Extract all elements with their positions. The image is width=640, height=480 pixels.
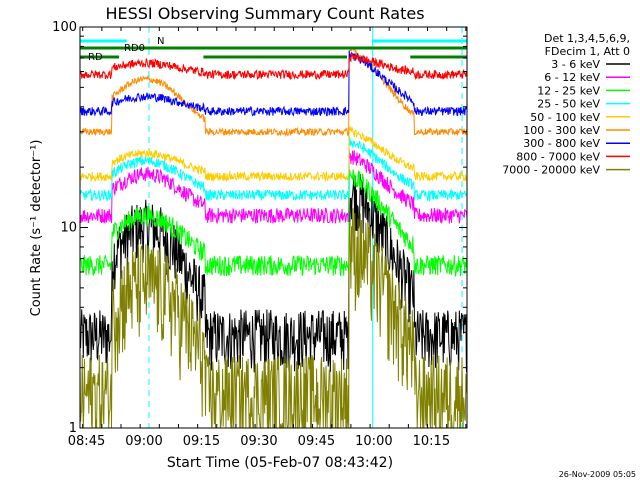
series-25-50keV	[79, 135, 468, 203]
x-tick-label-5: 10:00	[355, 434, 392, 449]
series-12-25keV	[79, 169, 468, 278]
y-tick-label-0: 1	[69, 421, 77, 436]
series-50-100keV	[79, 125, 468, 183]
series-6-12keV	[79, 150, 468, 225]
series-7000-20000keV	[79, 208, 468, 430]
y-axis-label: Count Rate (s⁻¹ detector⁻¹)	[29, 140, 44, 317]
flag-label-RD: RD	[88, 52, 103, 63]
y-tick-label-2: 100	[52, 20, 77, 35]
y-tick-label-1: 10	[60, 221, 77, 236]
legend-label-0: 3 - 6 keV	[551, 58, 600, 71]
series-layer	[79, 46, 468, 430]
series-3-6keV	[79, 174, 468, 373]
series-300-800keV	[79, 50, 468, 117]
flag-label-N: N	[157, 36, 164, 47]
flag-label-RD0: RD0	[124, 43, 145, 54]
legend-label-2: 12 - 25 keV	[537, 84, 600, 97]
legend-label-3: 25 - 50 keV	[537, 98, 600, 111]
x-axis-label: Start Time (05-Feb-07 08:43:42)	[167, 455, 393, 471]
footer-date: 26-Nov-2009 05:05	[559, 470, 636, 479]
series-100-300keV	[79, 46, 468, 138]
series-800-7000keV	[79, 52, 468, 81]
legend-label-1: 6 - 12 keV	[544, 71, 600, 84]
flag-bars: N RD0 RD	[80, 36, 467, 63]
legend-header-line-1: Det 1,3,4,5,6,9,	[544, 32, 630, 45]
x-tick-label-2: 09:15	[183, 434, 220, 449]
legend-label-4: 50 - 100 keV	[530, 111, 600, 124]
x-tick-label-3: 09:30	[240, 434, 277, 449]
x-tick-label-0: 08:45	[68, 434, 105, 449]
legend-label-7: 800 - 7000 keV	[516, 150, 600, 163]
legend-label-6: 300 - 800 keV	[523, 137, 600, 150]
legend-label-5: 100 - 300 keV	[523, 124, 600, 137]
x-tick-label-1: 09:00	[125, 434, 162, 449]
x-tick-label-6: 10:15	[413, 434, 450, 449]
axes: 08:45 09:00 09:15 09:30 09:45 10:00 10:15 1 10 10…	[52, 20, 468, 449]
legend-header-line-2: FDecim 1, Att 0	[545, 45, 630, 58]
legend-label-8: 7000 - 20000 keV	[502, 164, 600, 177]
x-tick-label-4: 09:45	[298, 434, 335, 449]
chart-title: HESSI Observing Summary Count Rates	[105, 4, 424, 23]
